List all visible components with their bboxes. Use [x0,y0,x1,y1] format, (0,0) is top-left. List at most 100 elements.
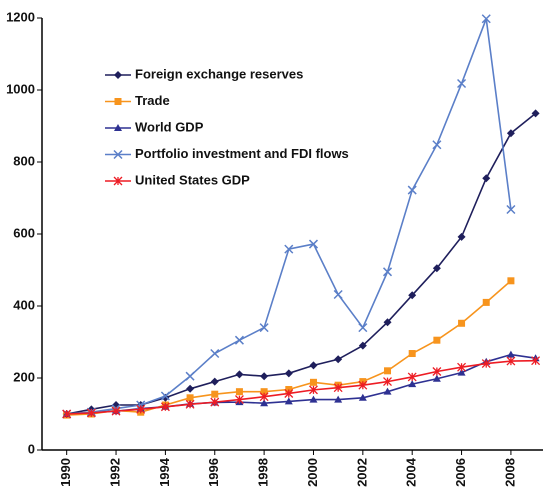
marker [358,380,368,390]
marker [111,406,121,416]
marker [433,336,441,344]
marker [185,399,195,409]
marker [260,372,269,381]
marker [234,335,244,345]
marker [408,380,417,388]
marker [309,385,318,395]
marker [284,369,293,378]
marker [383,318,392,327]
marker [186,384,195,393]
x-tick-label: 1994 [157,457,172,487]
y-tick-label: 0 [28,441,35,456]
marker [186,394,194,402]
legend-marker [113,176,123,186]
marker [308,239,319,249]
marker [260,388,268,396]
marker [481,359,491,369]
marker [333,383,343,393]
marker [506,350,515,358]
legend-marker [114,71,122,79]
marker [407,372,417,382]
marker [382,267,393,277]
legend-marker [113,149,123,160]
marker [384,367,392,375]
marker [457,362,467,372]
marker [86,408,96,418]
x-tick-label: 1998 [256,458,271,487]
marker [432,140,442,150]
marker [408,291,417,300]
marker [531,109,540,118]
x-tick-label: 1992 [107,458,122,487]
marker [259,392,269,402]
marker [333,289,343,300]
marker [284,397,293,405]
legend-label: Portfolio investment and FDI flows [135,146,349,161]
marker [506,356,516,366]
marker [62,409,72,419]
y-tick-label: 200 [13,369,35,384]
series [62,356,541,419]
marker [358,341,367,350]
marker [457,368,466,376]
legend-marker [114,124,122,131]
marker [284,389,294,398]
marker [161,393,170,402]
marker [185,371,195,381]
legend-marker [114,98,122,105]
marker [408,350,416,358]
legend-label: United States GDP [135,172,250,187]
y-tick-label: 800 [13,153,35,168]
line [66,359,536,415]
marker [235,370,244,379]
marker [309,395,318,403]
marker [210,377,219,386]
marker [506,129,515,138]
marker [432,367,442,376]
marker [507,277,515,285]
marker [284,244,294,254]
marker [506,204,516,215]
marker [531,356,541,366]
marker [358,393,367,401]
legend-label: World GDP [135,119,204,134]
marker [210,348,220,359]
x-tick-label: 1996 [206,458,221,487]
x-tick-label: 2002 [354,458,369,487]
marker [458,319,466,327]
marker [432,264,441,273]
marker [457,78,467,89]
marker [383,387,392,395]
legend-label: Trade [135,93,170,108]
marker [383,377,392,387]
marker [211,390,219,398]
marker [136,400,146,410]
marker [160,402,170,412]
y-tick-label: 600 [13,225,35,240]
marker [482,298,490,306]
x-tick-label: 2006 [453,458,468,487]
marker [210,397,220,407]
marker [136,404,146,414]
x-tick-label: 2000 [305,458,320,487]
y-tick-label: 400 [13,297,35,312]
marker [481,14,491,24]
marker [160,391,170,401]
y-tick-label: 1000 [6,81,35,96]
marker [309,361,318,370]
marker [334,395,343,403]
x-tick-label: 1990 [58,458,73,487]
marker [260,399,269,407]
y-tick-label: 1200 [6,9,35,24]
marker [432,374,441,382]
x-tick-label: 2008 [502,458,517,487]
marker [407,185,417,195]
marker [457,232,466,241]
marker [482,174,491,183]
marker [309,378,317,386]
series [62,350,540,417]
marker [358,323,368,333]
legend-label: Foreign exchange reserves [135,66,303,81]
marker [234,395,244,405]
